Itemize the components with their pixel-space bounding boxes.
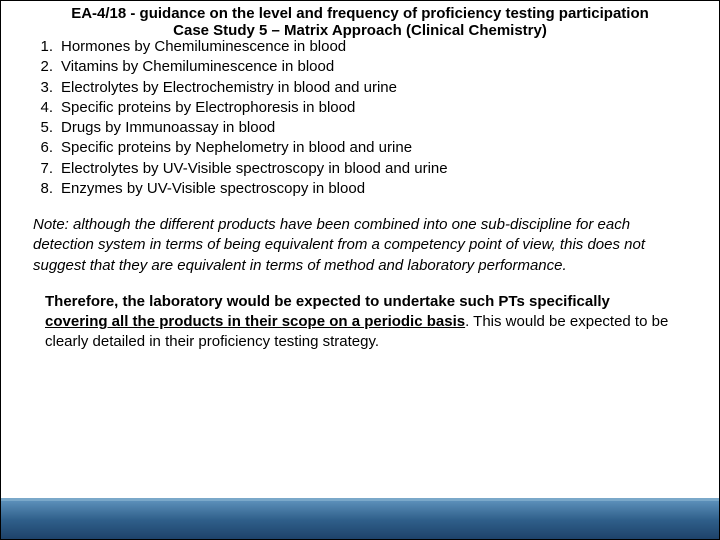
list-item: Electrolytes by UV-Visible spectroscopy … <box>33 159 687 179</box>
conclusion-underline: covering all the products in their scope… <box>45 313 465 330</box>
footer-bar <box>1 501 719 539</box>
list-item: Electrolytes by Electrochemistry in bloo… <box>33 78 687 98</box>
document-content: Hormones by Chemiluminescence in blood V… <box>1 37 719 353</box>
list-item: Hormones by Chemiluminescence in blood <box>33 37 687 57</box>
list-item: Specific proteins by Nephelometry in blo… <box>33 138 687 158</box>
list-item: Specific proteins by Electrophoresis in … <box>33 98 687 118</box>
document-page: EA-4/18 - guidance on the level and freq… <box>0 0 720 540</box>
sub-discipline-list: Hormones by Chemiluminescence in blood V… <box>33 37 687 199</box>
list-item: Vitamins by Chemiluminescence in blood <box>33 57 687 77</box>
list-item: Enzymes by UV-Visible spectroscopy in bl… <box>33 179 687 199</box>
note-paragraph: Note: although the different products ha… <box>33 215 687 276</box>
list-item: Drugs by Immunoassay in blood <box>33 118 687 138</box>
document-header: EA-4/18 - guidance on the level and freq… <box>1 1 719 41</box>
header-title-line1: EA-4/18 - guidance on the level and freq… <box>9 5 711 22</box>
conclusion-paragraph: Therefore, the laboratory would be expec… <box>33 292 687 353</box>
conclusion-lead: Therefore, the laboratory would be expec… <box>45 293 610 310</box>
